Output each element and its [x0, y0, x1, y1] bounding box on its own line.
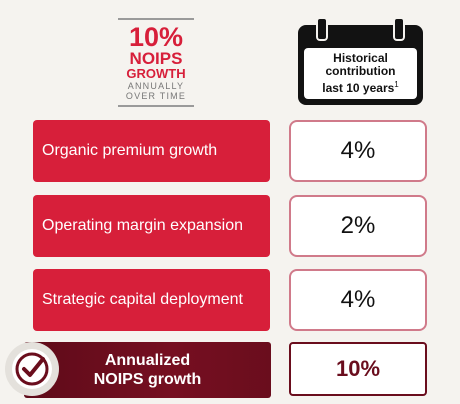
calendar-sheet: Historical contribution last 10 years1 [304, 48, 417, 99]
calendar-line-2: contribution [325, 64, 396, 78]
calendar-line-3-wrap: last 10 years1 [322, 78, 399, 95]
total-value: 10% [289, 342, 427, 396]
calendar-line-1: Historical [333, 51, 388, 65]
row-value-strategic-capital-deployment: 4% [289, 269, 427, 331]
row-label-organic-premium-growth: Organic premium growth [33, 120, 270, 182]
calendar-ring-right [393, 17, 405, 41]
checkmark-circle-icon [5, 342, 59, 396]
headline-growth: GROWTH [126, 66, 186, 81]
calendar-footnote: 1 [394, 80, 399, 89]
total-label-line-1: Annualized [104, 352, 191, 369]
calendar-line-3: last 10 years [322, 81, 395, 95]
calendar-ring-left [316, 17, 328, 41]
row-label-operating-margin-expansion: Operating margin expansion [33, 195, 270, 257]
row-value-operating-margin-expansion: 2% [289, 195, 427, 257]
row-label-strategic-capital-deployment: Strategic capital deployment [33, 269, 270, 331]
headline-annually: ANNUALLY [127, 81, 185, 91]
calendar-icon: Historical contribution last 10 years1 [298, 17, 423, 105]
headline-block: 10% NOIPS GROWTH ANNUALLY OVER TIME [118, 18, 194, 107]
row-value-organic-premium-growth: 4% [289, 120, 427, 182]
headline-noips: NOIPS [129, 49, 183, 68]
total-label: Annualized NOIPS growth [24, 342, 271, 398]
total-label-line-2: NOIPS growth [93, 371, 202, 388]
headline-over-time: OVER TIME [125, 91, 187, 101]
headline-percent: 10% [128, 22, 184, 52]
